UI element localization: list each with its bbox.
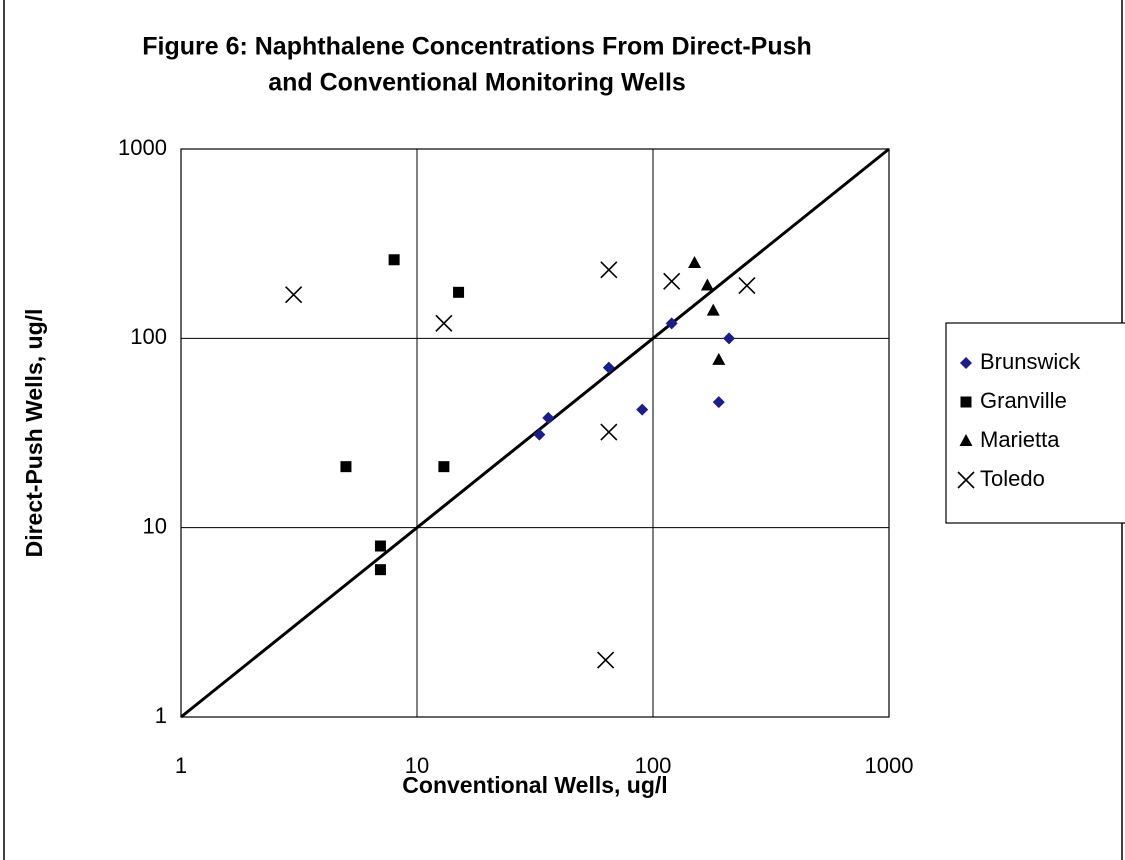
- point: [665, 317, 678, 330]
- point: [706, 303, 720, 316]
- point: [285, 286, 303, 304]
- legend: [945, 322, 1125, 524]
- y-tick-label: 1: [155, 703, 167, 728]
- x-tick-label: 1: [175, 753, 187, 778]
- legend-label: Brunswick: [980, 349, 1081, 374]
- legend-marker: [959, 434, 973, 446]
- point: [374, 564, 386, 576]
- point: [663, 272, 681, 290]
- point: [542, 411, 555, 424]
- point: [438, 461, 450, 473]
- point: [688, 255, 702, 268]
- chart-title: Figure 6: Naphthalene Concentrations Fro…: [142, 33, 812, 61]
- point: [712, 396, 725, 409]
- point: [712, 352, 726, 365]
- y-tick-label: 10: [143, 513, 167, 538]
- y-tick-label: 100: [130, 324, 167, 349]
- point: [597, 651, 615, 669]
- legend-label: Granville: [980, 388, 1067, 413]
- reference-line: [180, 147, 890, 719]
- point: [374, 540, 386, 552]
- point: [453, 286, 465, 298]
- point: [388, 254, 400, 266]
- x-tick-label: 1000: [865, 753, 914, 778]
- y-axis-label: Direct-Push Wells, ug/l: [21, 309, 47, 558]
- y-tick-label: 1000: [118, 135, 167, 160]
- chart-title: and Conventional Monitoring Wells: [268, 69, 686, 97]
- legend-marker: [960, 357, 972, 369]
- x-tick-label: 100: [635, 753, 672, 778]
- point: [723, 332, 736, 345]
- legend-marker: [960, 396, 972, 408]
- x-tick-label: 10: [405, 753, 429, 778]
- legend-label: Marietta: [980, 427, 1060, 452]
- point: [600, 423, 618, 441]
- point: [602, 361, 615, 374]
- x-axis-label: Conventional Wells, ug/l: [402, 772, 667, 798]
- point: [700, 278, 714, 291]
- point: [533, 428, 546, 441]
- point: [600, 261, 618, 279]
- point: [636, 403, 649, 416]
- legend-marker: [957, 471, 975, 489]
- point: [340, 461, 352, 473]
- point: [738, 276, 756, 295]
- legend-label: Toledo: [980, 466, 1045, 491]
- point: [435, 314, 453, 332]
